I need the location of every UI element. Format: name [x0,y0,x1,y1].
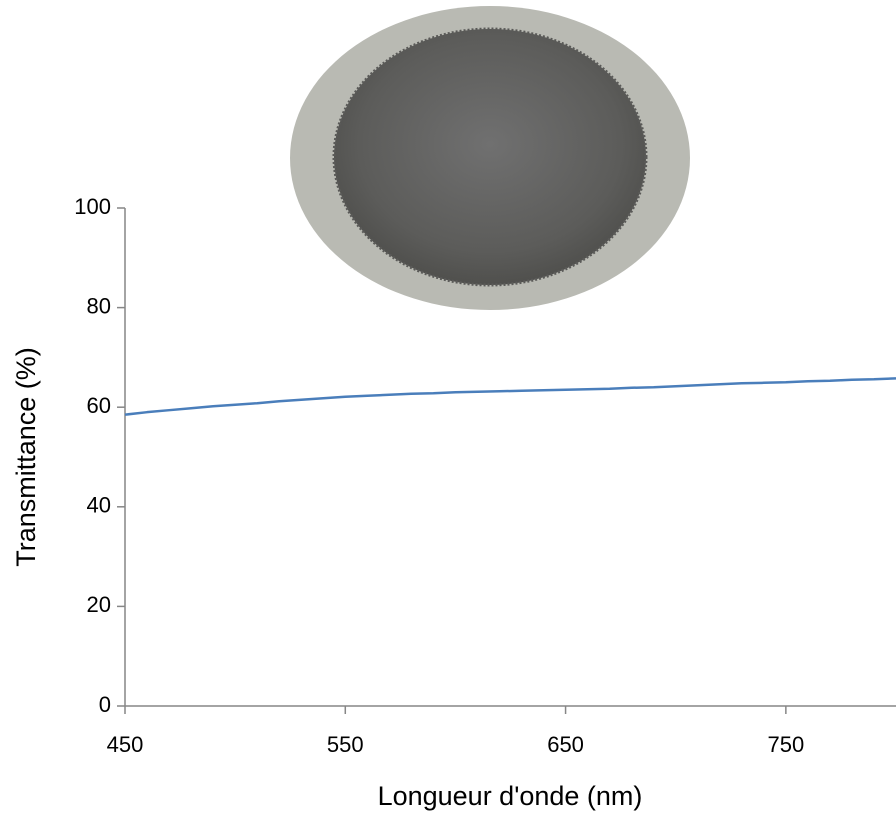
x-tick-label: 750 [767,732,804,757]
y-tick-label: 60 [87,393,111,418]
y-tick-label: 100 [74,194,111,219]
y-tick-label: 20 [87,592,111,617]
sample-photo [290,6,690,310]
y-tick-label: 40 [87,493,111,518]
y-tick-label: 0 [99,692,111,717]
y-tick-label: 80 [87,293,111,318]
plot-area: 0 20 40 60 80 100 450 550 650 750 [74,194,896,757]
x-tick-label: 650 [547,732,584,757]
y-axis-title: Transmittance (%) [11,347,41,567]
photo-disc [332,27,648,287]
data-line [124,377,896,416]
x-tick-label: 450 [107,732,144,757]
x-tick-label: 550 [327,732,364,757]
x-axis-title: Longueur d'onde (nm) [378,781,643,811]
